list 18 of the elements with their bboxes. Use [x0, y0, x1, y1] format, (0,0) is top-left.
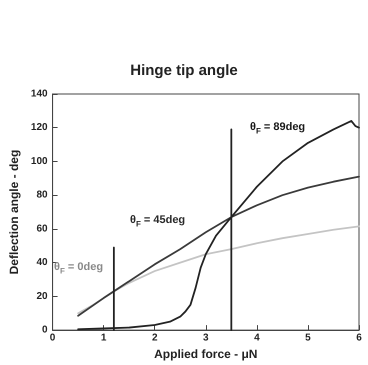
y-tick-label: 140 — [30, 88, 48, 100]
x-tick-label: 5 — [305, 332, 312, 344]
x-tick-label: 0 — [50, 332, 56, 344]
x-tick-label: 1 — [100, 332, 107, 344]
x-axis-title: Applied force - μN — [154, 347, 258, 361]
y-tick-label: 80 — [36, 190, 48, 201]
y-tick-label: 60 — [36, 223, 48, 234]
x-tick-label: 4 — [254, 332, 260, 344]
y-tick-label: 20 — [36, 290, 48, 302]
x-tick-label: 2 — [152, 332, 158, 344]
y-tick-label: 40 — [36, 257, 48, 268]
x-tick-label: 6 — [356, 332, 362, 344]
x-tick-label: 3 — [203, 332, 210, 344]
y-tick-label: 0 — [42, 324, 48, 336]
y-axis-title: Deflection angle - deg — [7, 150, 21, 274]
y-tick-label: 100 — [30, 156, 48, 167]
y-tick-label: 120 — [30, 122, 48, 134]
chart-title: Hinge tip angle — [130, 62, 238, 79]
